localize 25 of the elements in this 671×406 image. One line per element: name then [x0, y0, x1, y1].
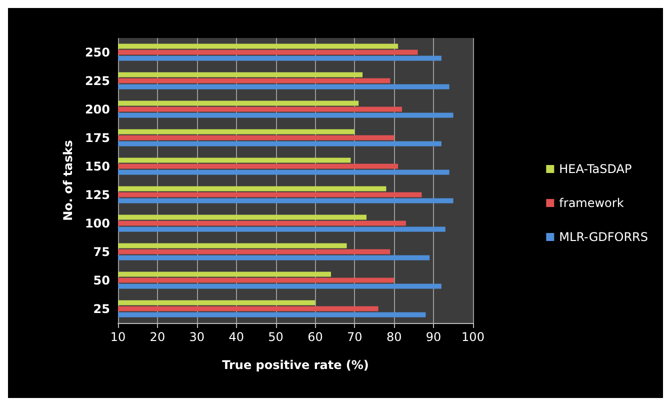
- y-axis-title: No. of tasks: [61, 140, 76, 221]
- x-tick-label: 70: [347, 330, 362, 344]
- y-tick-label: 200: [84, 102, 110, 116]
- y-tick-label: 125: [84, 188, 110, 202]
- y-tick-label: 50: [93, 273, 110, 288]
- legend-label: MLR-GDFORRS: [559, 230, 648, 244]
- x-tick-label: 80: [386, 330, 402, 344]
- x-tick-label: 100: [462, 330, 484, 344]
- y-tick-label: 175: [84, 130, 110, 145]
- y-tick-label: 150: [84, 159, 110, 174]
- x-tick-label: 50: [268, 330, 284, 344]
- x-axis-title: True positive rate (%): [222, 358, 369, 372]
- y-tick-label: 100: [84, 216, 110, 230]
- y-tick-label: 250: [84, 45, 110, 60]
- y-tick-label: 25: [93, 302, 110, 316]
- legend-label: framework: [559, 196, 624, 210]
- legend-label: HEA-TaSDAP: [559, 162, 632, 176]
- x-tick-label: 90: [426, 330, 442, 344]
- x-tick-label: 40: [228, 330, 244, 344]
- x-tick-label: 10: [110, 330, 126, 344]
- x-tick-label: 30: [189, 330, 205, 344]
- x-tick-label: 20: [150, 330, 166, 344]
- y-tick-label: 75: [93, 244, 110, 259]
- x-tick-label: 60: [308, 330, 323, 344]
- y-tick-label: 225: [84, 74, 110, 88]
